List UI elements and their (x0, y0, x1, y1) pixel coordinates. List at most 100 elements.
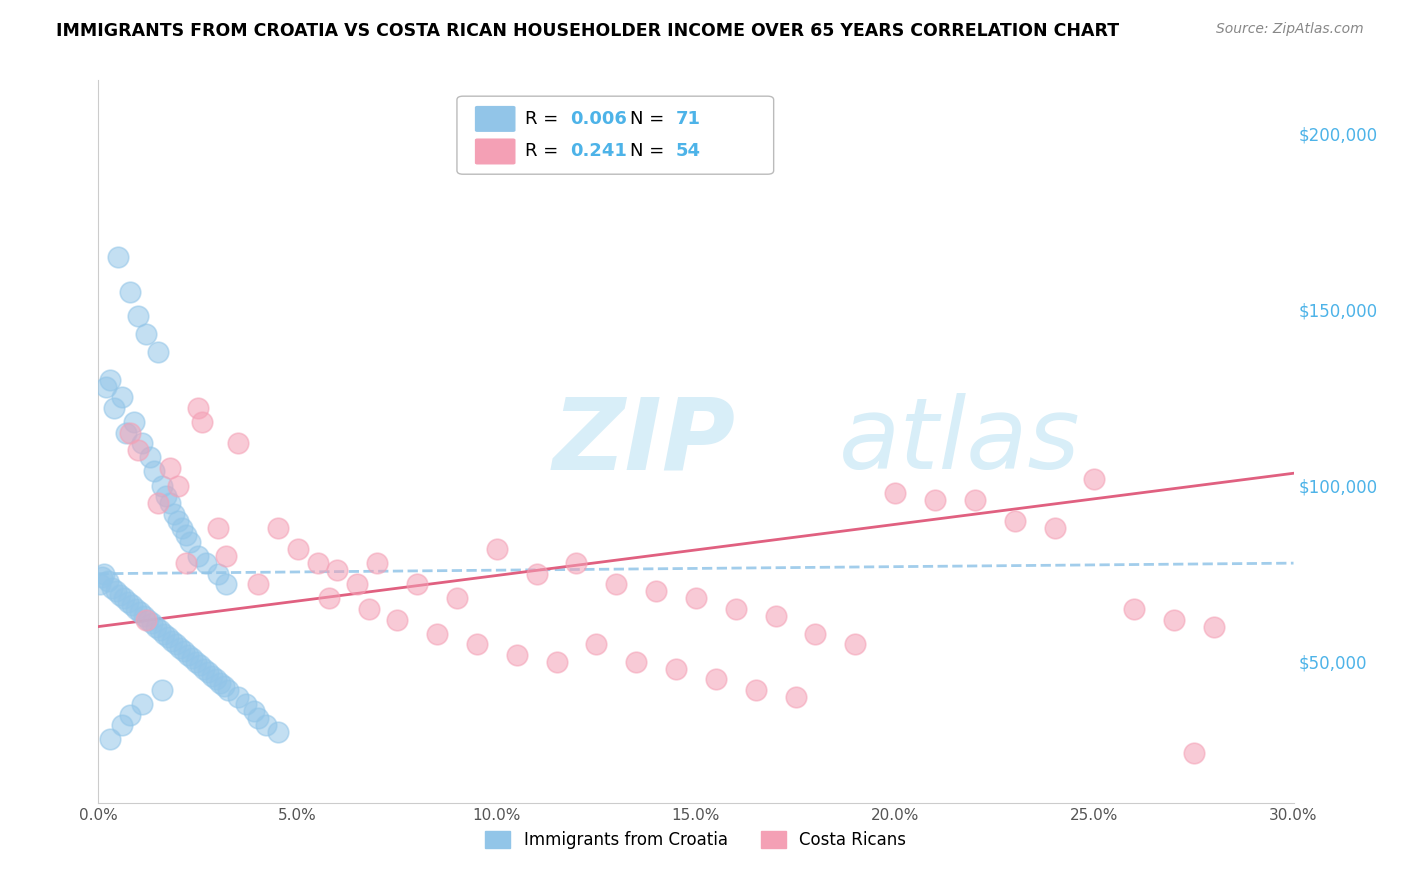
Point (101, 581, 124, 595)
Point (98, 732, 122, 747)
Point (485, 542, 508, 557)
Point (187, 549, 209, 563)
Point (685, 591, 707, 606)
Point (326, 563, 349, 577)
Point (160, 633, 183, 648)
Point (124, 415, 146, 429)
Text: 54: 54 (676, 143, 700, 161)
Point (98, 373, 122, 387)
Point (645, 584, 668, 599)
Point (187, 401, 209, 415)
Point (173, 644, 195, 658)
Point (254, 718, 277, 732)
Point (89, 577, 111, 591)
Point (346, 577, 368, 591)
Point (129, 606, 152, 620)
Point (465, 637, 488, 651)
Point (135, 326, 157, 341)
Point (150, 478, 173, 492)
Point (143, 465, 166, 479)
Point (963, 492, 986, 507)
Text: ZIP: ZIP (553, 393, 735, 490)
Point (117, 595, 139, 609)
Point (217, 683, 239, 698)
Point (107, 250, 129, 264)
Point (287, 542, 309, 557)
Point (172, 521, 194, 535)
Point (96, 380, 118, 394)
Point (120, 707, 142, 722)
Point (145, 619, 167, 633)
Text: Source: ZipAtlas.com: Source: ZipAtlas.com (1216, 22, 1364, 37)
Point (148, 344, 170, 359)
Point (226, 690, 249, 704)
Point (125, 602, 148, 616)
Point (565, 556, 588, 570)
Point (115, 425, 138, 440)
Point (215, 577, 238, 591)
Legend: Immigrants from Croatia, Costa Ricans: Immigrants from Croatia, Costa Ricans (479, 824, 912, 856)
Point (167, 478, 190, 492)
Point (155, 489, 177, 503)
Point (1202, 619, 1225, 633)
Text: N =: N = (630, 110, 671, 128)
Point (165, 637, 187, 651)
Point (112, 591, 135, 606)
Point (605, 577, 627, 591)
Text: atlas: atlas (839, 393, 1081, 490)
Point (406, 577, 429, 591)
Point (804, 626, 827, 640)
Point (159, 496, 181, 510)
FancyBboxPatch shape (457, 96, 773, 174)
Text: 71: 71 (676, 110, 700, 128)
FancyBboxPatch shape (475, 138, 516, 164)
Point (121, 599, 143, 613)
Point (127, 310, 149, 324)
Point (446, 591, 468, 606)
Point (212, 680, 235, 694)
Point (184, 655, 207, 669)
Point (1163, 613, 1185, 627)
Point (246, 711, 269, 725)
Point (131, 436, 153, 450)
Point (179, 535, 201, 549)
Point (366, 556, 388, 570)
Point (103, 401, 125, 415)
Point (724, 602, 747, 616)
Point (201, 669, 224, 683)
Point (134, 609, 156, 624)
Point (195, 556, 218, 570)
Point (197, 665, 219, 680)
Point (149, 623, 172, 637)
Point (177, 648, 200, 662)
Point (844, 637, 866, 651)
Point (135, 613, 157, 627)
Point (97, 574, 120, 588)
Point (157, 630, 180, 644)
Text: R =: R = (524, 143, 569, 161)
Point (205, 673, 228, 687)
FancyBboxPatch shape (475, 106, 516, 132)
Text: 0.241: 0.241 (571, 143, 627, 161)
Point (1182, 747, 1205, 761)
Point (546, 655, 568, 669)
Text: R =: R = (524, 110, 564, 128)
Point (136, 613, 159, 627)
Point (141, 615, 163, 630)
Point (585, 637, 607, 651)
Point (169, 640, 191, 655)
Point (181, 651, 204, 665)
Point (193, 662, 215, 676)
Point (93, 566, 115, 581)
Point (208, 676, 231, 690)
Point (139, 450, 162, 465)
Point (745, 683, 768, 698)
Text: N =: N = (630, 143, 671, 161)
Point (506, 648, 529, 662)
Point (105, 584, 128, 599)
Point (235, 697, 257, 711)
Point (307, 556, 329, 570)
Point (1083, 471, 1105, 485)
Point (626, 655, 648, 669)
Point (385, 613, 409, 627)
